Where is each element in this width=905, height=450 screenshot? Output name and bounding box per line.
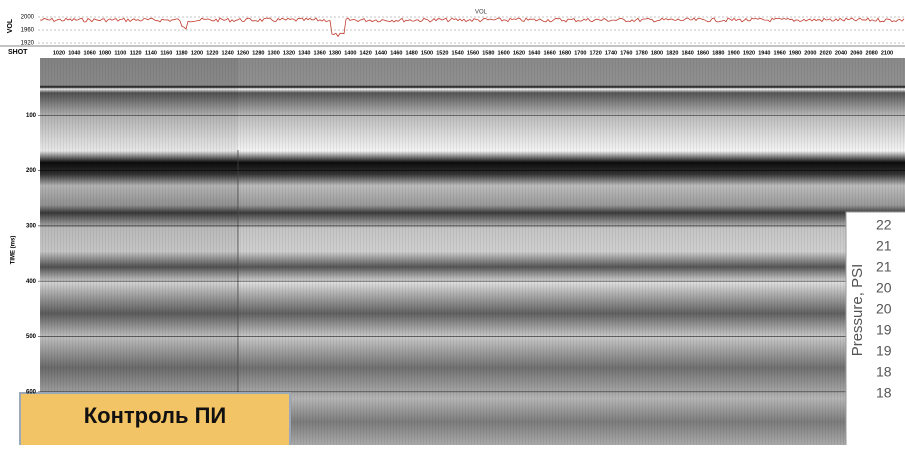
shot-tick-label: 1840 <box>682 50 694 56</box>
shot-tick-label: 1460 <box>390 50 402 56</box>
shot-tick-label: 1260 <box>237 50 249 56</box>
shot-tick-label: 1220 <box>206 50 218 56</box>
shot-tick-label: 1100 <box>114 50 126 56</box>
shot-tick-label: 1560 <box>467 50 479 56</box>
overlay-tick-label: 21 <box>876 259 892 275</box>
shot-tick-label: 1720 <box>590 50 602 56</box>
shot-tick-label: 1700 <box>574 50 586 56</box>
shot-tick-label: 1660 <box>544 50 556 56</box>
shot-tick-label: 1380 <box>329 50 341 56</box>
shot-tick-label: 1400 <box>344 50 356 56</box>
shot-tick-label: 1480 <box>406 50 418 56</box>
vol-tick-label: 1920 <box>21 41 35 47</box>
badge: Контроль ПИ <box>19 392 291 449</box>
shot-tick-label: 2020 <box>820 50 832 56</box>
shot-tick-label: 1600 <box>498 50 510 56</box>
shot-tick-label: 2100 <box>881 50 893 56</box>
shot-tick-label: 1980 <box>789 50 801 56</box>
badge-box <box>19 392 291 449</box>
shot-tick-label: 1040 <box>68 50 80 56</box>
shot-tick-label: 1940 <box>758 50 770 56</box>
shot-tick-label: 1340 <box>298 50 310 56</box>
seismic-block <box>40 58 238 445</box>
overlay-tick-label: 22 <box>876 217 892 233</box>
shot-tick-label: 1300 <box>268 50 280 56</box>
shot-tick-label: 1860 <box>697 50 709 56</box>
shot-tick-label: 1580 <box>482 50 494 56</box>
shot-tick-label: 1680 <box>559 50 571 56</box>
shot-tick-label: 1120 <box>130 50 142 56</box>
badge-text: Контроль ПИ <box>84 403 227 428</box>
shot-tick-label: 1140 <box>145 50 157 56</box>
overlay-tick-label: 19 <box>876 343 892 359</box>
time-axis-label: TIME (ms) <box>11 236 17 265</box>
overlay-tick-label: 18 <box>876 385 892 401</box>
overlay-tick-label: 18 <box>876 364 892 380</box>
shot-axis-label: SHOT <box>8 49 28 56</box>
shot-tick-label: 1200 <box>191 50 203 56</box>
shot-tick-label: 1020 <box>53 50 65 56</box>
shot-tick-label: 1960 <box>774 50 786 56</box>
shot-tick-label: 1760 <box>620 50 632 56</box>
shot-tick-label: 1620 <box>513 50 525 56</box>
shot-tick-label: 1800 <box>651 50 663 56</box>
time-tick-label: 100 <box>26 113 37 119</box>
time-tick-label: 400 <box>26 279 37 285</box>
trace-label: VOL <box>475 10 488 16</box>
shot-tick-label: 1180 <box>176 50 188 56</box>
shot-tick-label: 1920 <box>743 50 755 56</box>
shot-tick-label: 1540 <box>452 50 464 56</box>
overlay-tick-label: 20 <box>876 280 892 296</box>
shot-tick-label: 1500 <box>421 50 433 56</box>
vol-tick-label: 1960 <box>21 28 35 34</box>
shot-tick-label: 1420 <box>360 50 372 56</box>
shot-tick-label: 1520 <box>436 50 448 56</box>
overlay-tick-label: 21 <box>876 238 892 254</box>
time-tick-label: 600 <box>26 389 37 395</box>
top-panel: VOL VOL <box>7 10 905 38</box>
shot-tick-label: 2000 <box>804 50 816 56</box>
vol-trace <box>39 17 905 38</box>
shot-tick-label: 1880 <box>712 50 724 56</box>
overlay-panel <box>845 211 905 450</box>
pressure-overlay: Pressure, PSI 22 21 21 20 20 19 19 18 18 <box>845 211 905 450</box>
shot-tick-label: 2040 <box>835 50 847 56</box>
overlay-tick-label: 19 <box>876 322 892 338</box>
shot-tick-label: 1780 <box>636 50 648 56</box>
shot-tick-label: 1820 <box>666 50 678 56</box>
time-tick-label: 200 <box>26 168 37 174</box>
shot-tick-label: 1080 <box>99 50 111 56</box>
vol-axis-label: VOL <box>7 18 14 33</box>
overlay-axis-label: Pressure, PSI <box>849 264 866 357</box>
vol-tick-label: 2000 <box>21 15 35 21</box>
overlay-tick-label: 20 <box>876 301 892 317</box>
shot-tick-label: 1240 <box>222 50 234 56</box>
shot-tick-label: 1320 <box>283 50 295 56</box>
shot-tick-label: 1740 <box>605 50 617 56</box>
shot-tick-label: 1440 <box>375 50 387 56</box>
time-tick-label: 300 <box>26 223 37 229</box>
shot-tick-label: 1900 <box>728 50 740 56</box>
time-tick-label: 500 <box>26 334 37 340</box>
shot-tick-label: 1160 <box>160 50 172 56</box>
shot-tick-label: 1640 <box>528 50 540 56</box>
seismic-texture <box>40 58 905 445</box>
shot-tick-label: 1280 <box>252 50 264 56</box>
shot-tick-label: 1360 <box>314 50 326 56</box>
shot-tick-label: 1060 <box>84 50 96 56</box>
shot-tick-label: 2080 <box>866 50 878 56</box>
shot-tick-label: 2060 <box>850 50 862 56</box>
